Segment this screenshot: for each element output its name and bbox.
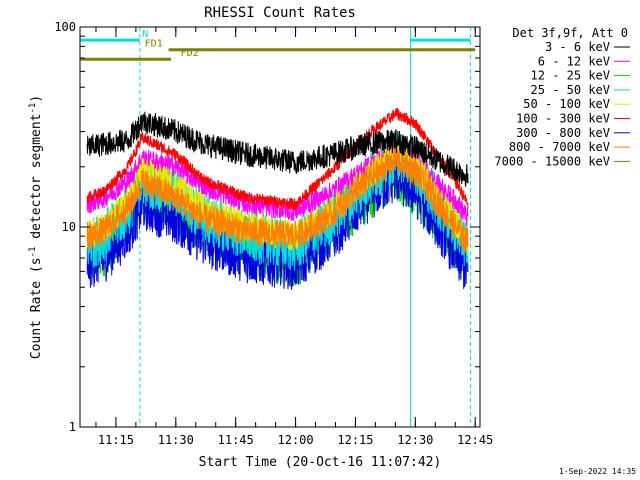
chart-title: RHESSI Count Rates [204,5,356,21]
x-tick-label-11:30: 11:30 [158,433,194,447]
y-axis-label-part-1: Count Rate (s [29,257,44,359]
y-tick-label-100: 100 [54,20,76,34]
x-tick-label-11:45: 11:45 [218,433,254,447]
series-line-100to300keV-kev [86,107,469,211]
legend-label-2: 12 - 25 keV [531,69,610,83]
y-axis-label-sup-1: -1 [28,247,38,258]
legend-header: Det 3f,9f, Att 0 [512,26,628,40]
legend-label-7: 800 - 7000 keV [509,140,610,154]
legend-label-3: 25 - 50 keV [531,83,610,97]
y-tick-label-1: 1 [69,420,76,434]
y-axis-label: Count Rate (s-1 detector segment-1) [28,95,44,359]
legend-label-4: 50 - 100 keV [523,97,610,111]
x-tick-label-12:30: 12:30 [397,433,433,447]
x-tick-label-12:00: 12:00 [278,433,314,447]
state-bar-label-n: N [142,29,148,40]
generation-timestamp: 1-Sep-2022 14:35 [559,467,636,476]
series-layer [86,107,469,290]
y-axis-label-sup-2: -1 [28,103,38,114]
y-tick-label-10: 10 [62,220,76,234]
series-line-3to6keV-kev [86,111,469,187]
legend-label-0: 3 - 6 keV [545,40,610,54]
x-tick-label-11:15: 11:15 [98,433,134,447]
legend-label-5: 100 - 300 keV [516,112,610,126]
legend-label-1: 6 - 12 keV [538,54,610,68]
legend-label-8: 7000 - 15000 keV [494,154,610,168]
series-line-800to7000keV-kev [86,145,469,254]
y-axis-ticks: 100 10 1 [54,20,480,434]
y-axis-label-part-2: detector segment [29,114,44,247]
x-axis-ticks: 11:15 11:30 11:45 12:00 12:15 12:30 12:45 [95,27,493,447]
state-bar-label-fd1: FD1 [145,39,163,50]
x-tick-label-12:15: 12:15 [337,433,373,447]
y-axis-label-part-3: ) [29,95,44,103]
legend-label-6: 300 - 800 keV [516,126,610,140]
state-bar-label-fd2: FD2 [181,48,199,59]
x-axis-label: Start Time (20-Oct-16 11:07:42) [199,455,442,470]
x-tick-label-12:45: 12:45 [457,433,493,447]
